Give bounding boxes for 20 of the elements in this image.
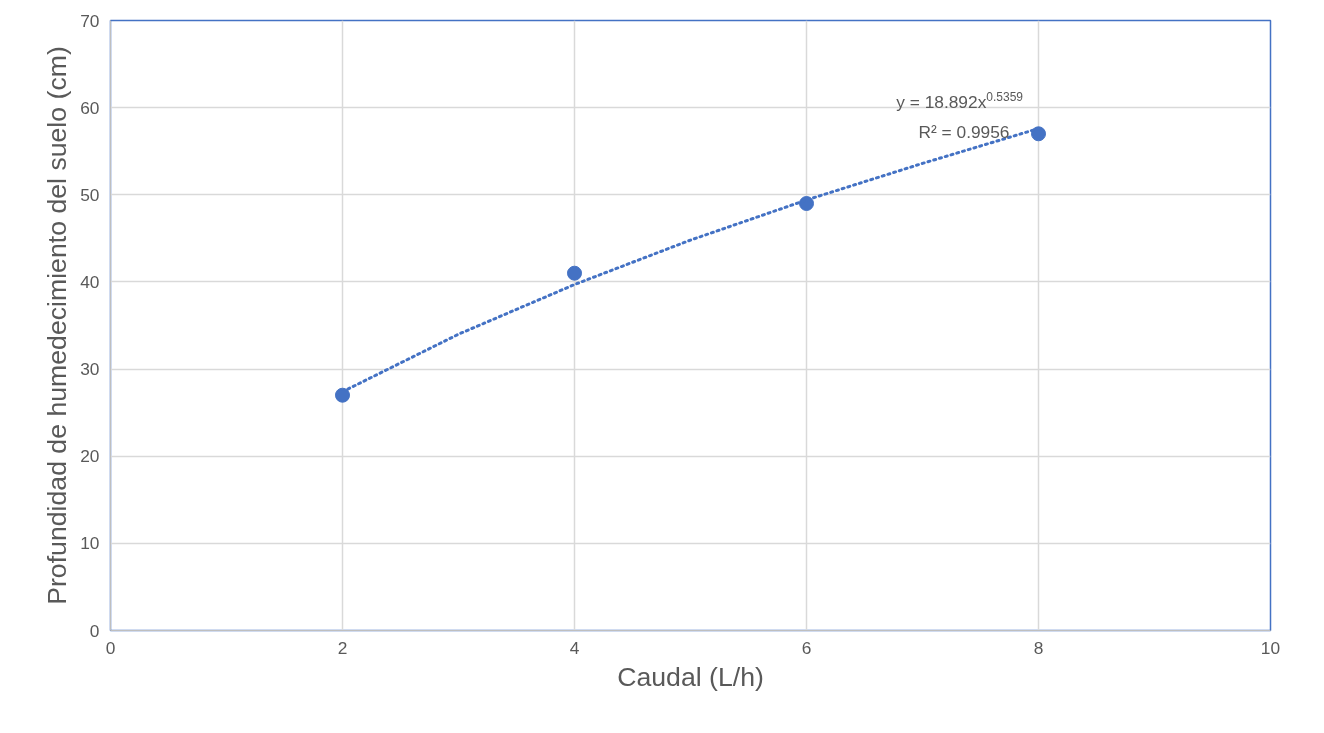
y-tick-label: 40 (80, 271, 100, 292)
point (567, 265, 582, 281)
y-tick-label: 30 (80, 359, 100, 380)
y-tick-label: 10 (80, 533, 100, 554)
y-axis-title: Profundidad de humedecimiento del suelo (cm) (42, 46, 73, 605)
y-tick-label: 0 (89, 620, 100, 641)
x-tick-label: 4 (569, 637, 580, 658)
x-tick-label: 2 (337, 637, 348, 658)
y-tick-label: 70 (80, 10, 100, 31)
y-tick-label: 60 (80, 97, 100, 118)
x-tick-label: 10 (1260, 637, 1281, 658)
y-tick-label: 20 (80, 446, 100, 467)
x-tick-label: 0 (105, 637, 116, 658)
x-tick-label: 6 (801, 637, 812, 658)
annotation: R² = 0.9956 (918, 122, 1010, 143)
y-tick-label: 50 (80, 184, 100, 205)
point (335, 387, 350, 403)
x-tick-label: 8 (1033, 637, 1044, 658)
point (1031, 126, 1046, 142)
x-axis-title: Caudal (L/h) (617, 661, 764, 692)
